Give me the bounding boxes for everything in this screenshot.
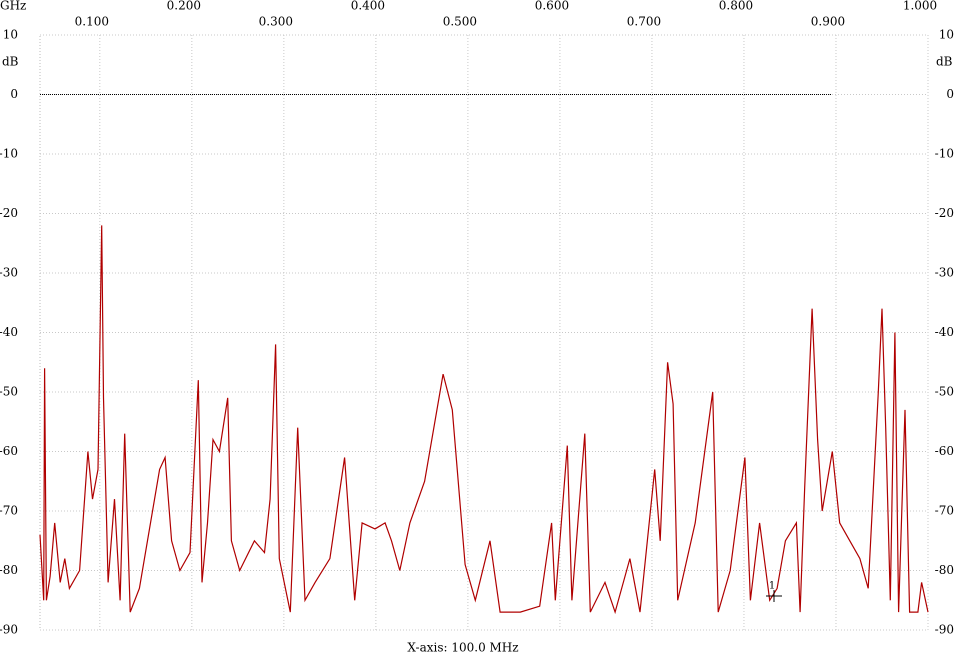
- y-tick-label-right: -10: [935, 147, 954, 161]
- y-tick-label: -70: [0, 504, 18, 518]
- y-tick-label-right: -70: [935, 504, 954, 518]
- x-tick-label: 0.700: [627, 15, 661, 29]
- trace: [39, 225, 929, 615]
- x-tick-label: 0.200: [167, 0, 201, 13]
- y-tick-label-right: -80: [935, 563, 954, 577]
- y-tick-label-right: 10: [939, 28, 954, 42]
- y-tick-label-right: -40: [935, 325, 954, 339]
- x-tick-label: 0.900: [811, 15, 845, 29]
- y-unit-right: dB: [936, 55, 953, 69]
- y-tick-label: -50: [0, 385, 18, 399]
- y-tick-label: -30: [0, 266, 18, 280]
- x-tick-label: 0.100: [75, 15, 109, 29]
- y-tick-label-right: -60: [935, 444, 954, 458]
- y-tick-label: -40: [0, 325, 18, 339]
- x-tick-label: 0.300: [259, 15, 293, 29]
- y-tick-label: -90: [0, 623, 18, 637]
- x-tick-label: 0.500: [443, 15, 477, 29]
- marker-label: 1: [769, 581, 775, 592]
- x-tick-label: 0.800: [719, 0, 753, 13]
- y-tick-label: -80: [0, 563, 18, 577]
- y-tick-label: 0: [10, 87, 18, 101]
- y-tick-label-right: 0: [946, 87, 954, 101]
- marker: [766, 590, 782, 602]
- y-tick-label: -60: [0, 444, 18, 458]
- y-tick-label: -10: [0, 147, 18, 161]
- x-tick-label: 0.600: [535, 0, 569, 13]
- y-tick-label-right: -30: [935, 266, 954, 280]
- y-unit-left: dB: [2, 55, 19, 69]
- y-tick-label-right: -90: [935, 623, 954, 637]
- x-unit: GHz: [0, 0, 26, 13]
- y-tick-label-right: -20: [935, 206, 954, 220]
- x-caption: X-axis: 100.0 MHz: [407, 641, 518, 655]
- x-tick-label: 0.400: [351, 0, 385, 13]
- y-tick-label: 10: [3, 28, 18, 42]
- y-tick-label-right: -50: [935, 385, 954, 399]
- y-tick-label: -20: [0, 206, 18, 220]
- x-tick-label: 1.000: [903, 0, 937, 13]
